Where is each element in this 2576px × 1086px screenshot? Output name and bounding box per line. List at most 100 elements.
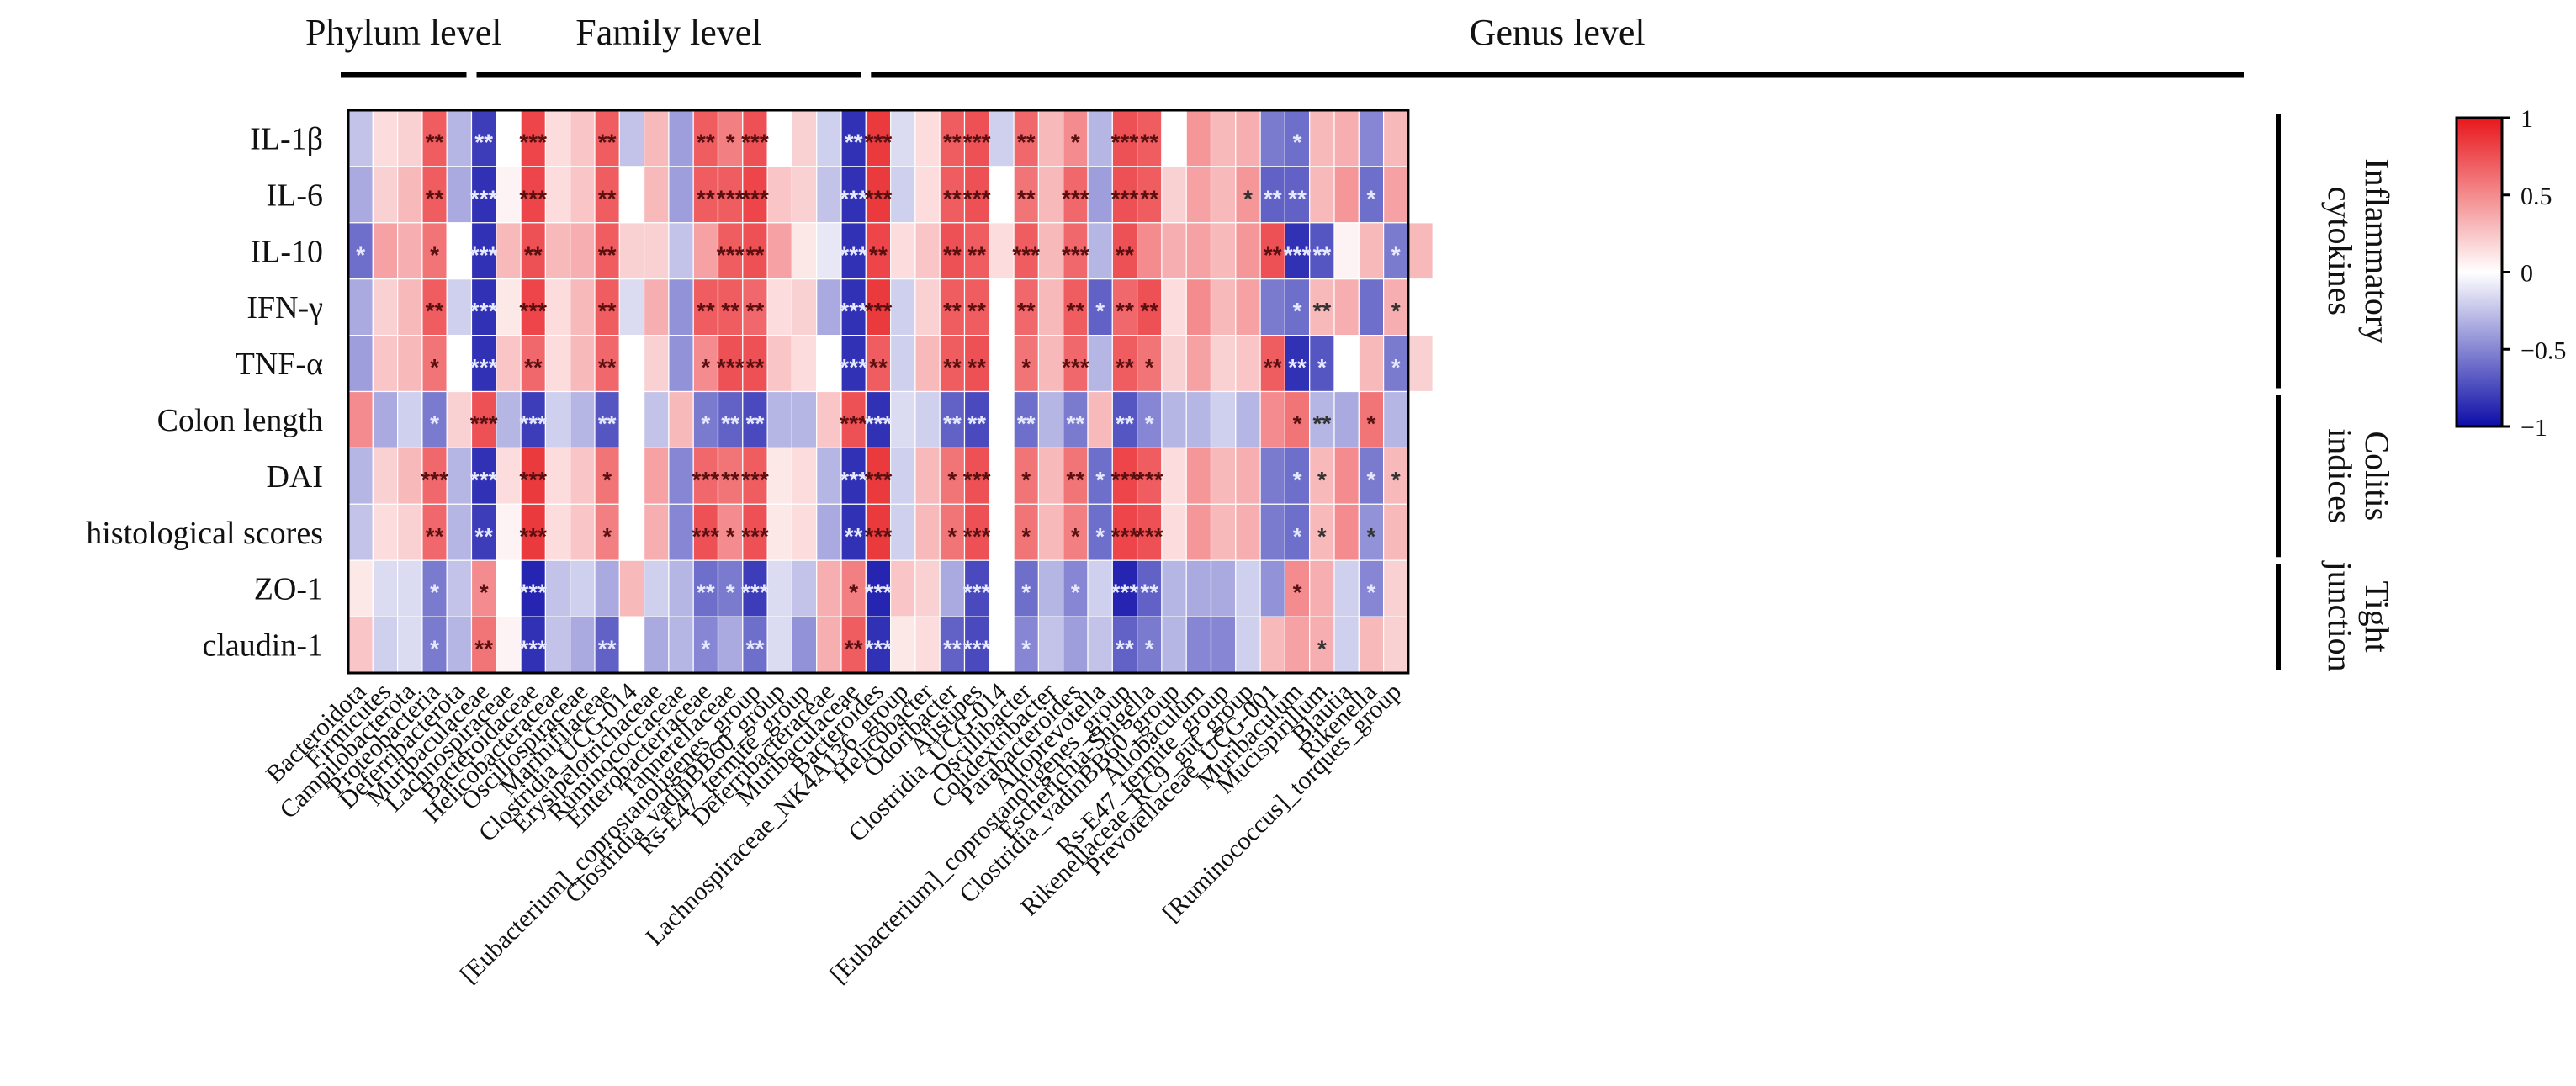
heatmap-cell (446, 109, 473, 167)
heatmap-cell (570, 335, 596, 393)
significance-mark: ** (598, 354, 617, 380)
significance-mark: * (1317, 636, 1327, 662)
row-group-label: cytokines (2321, 187, 2359, 315)
heatmap-cell (544, 503, 571, 561)
heatmap-cell (1210, 390, 1237, 449)
significance-mark: * (1021, 523, 1031, 549)
heatmap-cell (446, 222, 473, 280)
heatmap-cell (939, 503, 966, 561)
heatmap-cell (791, 503, 818, 561)
heatmap-cell (1185, 335, 1212, 393)
heatmap-cell (570, 559, 596, 617)
significance-mark: * (1391, 298, 1401, 324)
significance-mark: *** (1012, 241, 1040, 268)
heatmap-cell (717, 278, 744, 336)
heatmap-cell (1037, 390, 1064, 449)
significance-mark: *** (1136, 467, 1163, 493)
significance-mark: *** (963, 523, 991, 549)
heatmap-cell (1358, 616, 1385, 674)
heatmap-cell (989, 390, 1015, 449)
heatmap-cell (1358, 503, 1385, 561)
heatmap-cell (889, 222, 916, 280)
row-label: histological scores (86, 516, 323, 551)
heatmap-cell (643, 335, 670, 393)
significance-mark: * (430, 636, 439, 662)
heatmap-cell (668, 447, 694, 505)
heatmap-cell (692, 166, 719, 224)
heatmap-cell (692, 447, 719, 505)
significance-mark: *** (840, 354, 867, 380)
heatmap-cell (470, 447, 497, 505)
heatmap-cell (446, 447, 473, 505)
heatmap-cell (816, 109, 842, 167)
heatmap-cell (397, 109, 423, 167)
heatmap-cell (397, 222, 423, 280)
heatmap-cell (1063, 503, 1089, 561)
heatmap-cell (766, 390, 792, 449)
heatmap-cell (1259, 616, 1285, 674)
heatmap-cell (544, 390, 571, 449)
heatmap-cell (791, 335, 818, 393)
significance-mark: ** (746, 354, 765, 380)
heatmap-cell (742, 559, 768, 617)
significance-mark: ** (474, 636, 493, 662)
significance-mark: *** (963, 636, 991, 662)
heatmap-cell (1333, 222, 1360, 280)
heatmap-cell (1037, 559, 1064, 617)
heatmap-cell (1382, 335, 1409, 393)
heatmap-cell (618, 503, 645, 561)
significance-mark: ** (1312, 411, 1331, 437)
heatmap-cell (1136, 503, 1163, 561)
heatmap-cell (1210, 447, 1237, 505)
heatmap-cell (1185, 109, 1212, 167)
heatmap-cell (372, 109, 399, 167)
heatmap-cell (1161, 109, 1187, 167)
row-label: DAI (266, 459, 323, 495)
significance-mark: *** (1111, 523, 1139, 549)
heatmap-cell (742, 109, 768, 167)
heatmap-cell (347, 109, 374, 167)
heatmap-cell (372, 278, 399, 336)
significance-mark: ** (746, 241, 765, 268)
significance-mark: *** (741, 580, 769, 606)
significance-mark: * (1366, 185, 1375, 211)
heatmap-cell (496, 503, 522, 561)
heatmap-cell (889, 616, 916, 674)
significance-mark: ** (943, 354, 962, 380)
significance-mark: * (1095, 523, 1105, 549)
significance-mark: * (1145, 636, 1154, 662)
heatmap-cell (1013, 390, 1039, 449)
heatmap-cell (643, 503, 670, 561)
significance-mark: *** (470, 354, 498, 380)
significance-mark: ** (1116, 411, 1134, 437)
heatmap-cell (1087, 335, 1113, 393)
heatmap-cell (347, 166, 374, 224)
heatmap-cell (1284, 335, 1311, 393)
heatmap-cell (1407, 335, 1434, 393)
colorbar-gradient (2455, 116, 2504, 428)
significance-mark: *** (865, 129, 893, 155)
heatmap-cell (570, 109, 596, 167)
heatmap-cell (618, 166, 645, 224)
significance-mark: * (1071, 129, 1080, 155)
significance-mark: * (1293, 467, 1302, 493)
heatmap-cell (816, 278, 842, 336)
heatmap-cell (1063, 390, 1089, 449)
significance-mark: ** (524, 241, 543, 268)
significance-mark: *** (717, 185, 745, 211)
heatmap-cell (816, 447, 842, 505)
heatmap-cell (668, 335, 694, 393)
significance-mark: * (1021, 636, 1031, 662)
heatmap-cell (618, 335, 645, 393)
heatmap-cell (570, 503, 596, 561)
heatmap-cell (717, 559, 744, 617)
significance-mark: ** (1312, 241, 1331, 268)
heatmap-cell (1382, 503, 1409, 561)
heatmap-cell (544, 278, 571, 336)
significance-mark: ** (1066, 298, 1084, 324)
heatmap-cell (1063, 335, 1089, 393)
heatmap-cell (397, 278, 423, 336)
heatmap-cell (1382, 390, 1409, 449)
heatmap-cell (1382, 559, 1409, 617)
